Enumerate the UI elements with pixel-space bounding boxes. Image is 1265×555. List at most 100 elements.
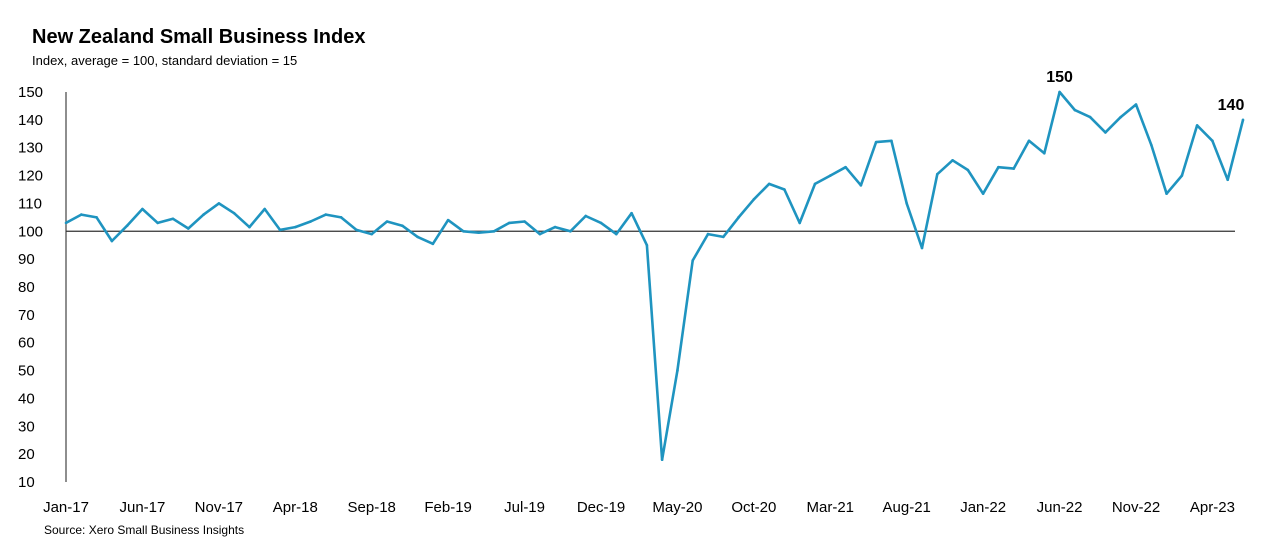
- data-point: [584, 214, 588, 218]
- chart-subtitle: Index, average = 100, standard deviation…: [32, 53, 298, 68]
- data-point: [890, 139, 893, 143]
- data-point: [691, 259, 695, 262]
- data-point: [1149, 143, 1153, 147]
- data-point: [706, 232, 710, 236]
- data-point: [783, 188, 786, 191]
- x-tick-label: Apr-18: [273, 499, 318, 516]
- y-tick-label: 150: [18, 84, 43, 101]
- x-tick-label: Nov-22: [1112, 499, 1160, 516]
- data-point: [813, 182, 817, 186]
- data-point: [462, 229, 465, 233]
- data-point: [1134, 103, 1138, 106]
- data-point: [676, 369, 679, 372]
- data-point: [935, 172, 939, 176]
- y-tick-label: 110: [18, 195, 42, 212]
- data-point: [569, 229, 572, 233]
- data-point: [1165, 192, 1168, 195]
- data-point: [248, 225, 251, 229]
- x-tick-label: Jul-19: [504, 499, 545, 516]
- data-point: [125, 224, 129, 228]
- x-tick-label: Jun-22: [1037, 499, 1083, 516]
- x-tick-label: Oct-20: [731, 499, 776, 516]
- data-point: [721, 235, 725, 239]
- data-point: [645, 243, 649, 247]
- data-point: [1195, 124, 1199, 127]
- data-point: [523, 220, 526, 223]
- y-tick-label: 80: [18, 279, 35, 296]
- data-point: [278, 228, 282, 232]
- data-point: [951, 158, 954, 162]
- x-tick-label: May-20: [652, 499, 702, 516]
- data-point: [920, 246, 924, 250]
- data-point: [1027, 139, 1031, 143]
- data-point: [79, 213, 83, 216]
- x-tick-label: Apr-23: [1190, 499, 1235, 516]
- data-point: [400, 224, 404, 228]
- y-tick-label: 100: [18, 223, 43, 240]
- y-tick-label: 120: [18, 168, 43, 185]
- data-point: [507, 221, 511, 225]
- y-tick-label: 90: [18, 251, 35, 268]
- data-point: [828, 174, 832, 177]
- y-tick-label: 130: [18, 140, 43, 157]
- data-point: [1241, 118, 1245, 122]
- y-tick-label: 60: [18, 335, 35, 352]
- data-point: [492, 229, 496, 233]
- data-point: [553, 225, 557, 229]
- data-point: [186, 227, 190, 230]
- data-point: [859, 184, 863, 187]
- data-point: [614, 232, 618, 236]
- x-tick-label: Jan-17: [43, 499, 89, 516]
- data-point: [1226, 178, 1230, 182]
- data-point: [431, 242, 435, 246]
- data-point: [844, 165, 847, 169]
- data-point: [202, 213, 205, 216]
- data-point: [1211, 139, 1214, 143]
- source-note: Source: Xero Small Business Insights: [44, 523, 245, 537]
- x-tick-label: Feb-19: [424, 499, 472, 516]
- data-label: 140: [1218, 97, 1245, 114]
- y-tick-label: 30: [18, 418, 35, 435]
- data-point: [1119, 115, 1123, 119]
- data-point: [385, 220, 389, 223]
- x-tick-label: Jan-22: [960, 499, 1006, 516]
- y-tick-label: 20: [18, 446, 35, 463]
- data-point: [263, 207, 267, 211]
- x-tick-label: Jun-17: [119, 499, 165, 516]
- x-tick-label: Mar-21: [807, 499, 855, 516]
- data-point: [232, 211, 236, 215]
- data-point: [171, 217, 175, 221]
- chart-title: New Zealand Small Business Index: [32, 26, 366, 48]
- data-point: [1180, 174, 1184, 177]
- data-point: [477, 231, 481, 234]
- data-point: [1058, 90, 1061, 94]
- data-point: [1088, 115, 1092, 119]
- data-point: [767, 182, 771, 186]
- x-tick-label: Nov-17: [195, 499, 243, 516]
- data-point: [874, 140, 878, 144]
- y-tick-label: 140: [18, 112, 43, 129]
- data-point: [905, 202, 909, 205]
- data-point: [293, 225, 297, 229]
- data-point: [339, 216, 343, 219]
- data-point: [141, 207, 144, 211]
- data-point: [110, 239, 114, 243]
- data-point: [370, 232, 374, 236]
- data-point: [798, 221, 802, 225]
- y-tick-label: 10: [18, 474, 35, 491]
- data-point: [1073, 108, 1077, 112]
- data-point: [446, 218, 450, 222]
- x-tick-label: Dec-19: [577, 499, 625, 516]
- y-tick-label: 40: [18, 390, 35, 407]
- data-point: [324, 213, 328, 216]
- data-point: [599, 221, 603, 225]
- x-tick-label: Sep-18: [348, 499, 396, 516]
- data-point: [660, 458, 664, 462]
- data-point: [538, 232, 542, 236]
- data-point: [1012, 167, 1016, 170]
- y-tick-label: 50: [18, 363, 35, 380]
- data-label: 150: [1046, 69, 1073, 86]
- data-point: [1042, 151, 1046, 155]
- x-tick-label: Aug-21: [883, 499, 931, 516]
- data-point: [997, 165, 1000, 169]
